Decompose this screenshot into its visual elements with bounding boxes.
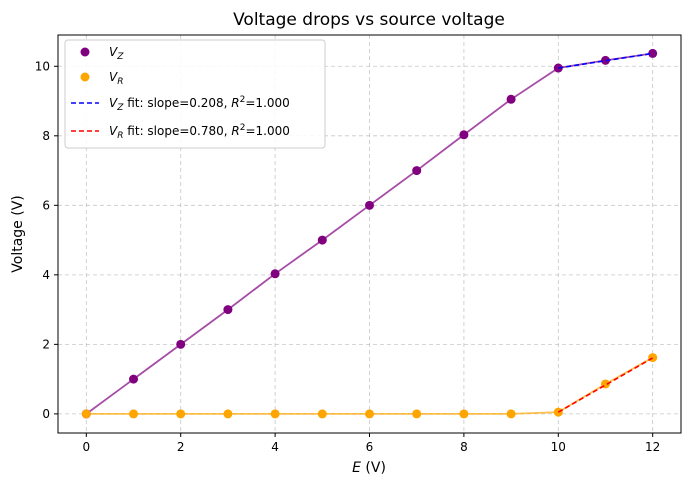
legend-marker-vr — [80, 72, 90, 82]
data-point-vz — [412, 166, 422, 176]
data-point-vz — [223, 305, 233, 315]
data-point-vz — [270, 269, 280, 279]
fit-lines — [557, 52, 654, 413]
data-point-vz — [365, 200, 374, 210]
y-tick-label: 8 — [42, 129, 50, 143]
data-point-vr — [317, 409, 327, 419]
x-tick-label: 10 — [551, 440, 566, 454]
x-tick-label: 12 — [645, 440, 660, 454]
y-tick-label: 0 — [42, 407, 50, 421]
legend-marker-vz — [80, 47, 90, 57]
legend-label-vz: VZ — [109, 45, 124, 62]
legend-label-vz-fit: VZ fit: slope=0.208, R2=1.000 — [109, 95, 290, 113]
legend: VZ VR VZ fit: slope=0.208, R2=1.000 VR f… — [64, 39, 326, 149]
x-axis-ticks: 0 2 4 6 8 10 12 — [82, 433, 660, 454]
data-point-vz — [129, 374, 139, 384]
y-tick-label: 10 — [35, 59, 50, 73]
data-point-vr — [459, 409, 469, 419]
x-tick-label: 2 — [177, 440, 185, 454]
data-point-vr — [412, 409, 422, 419]
y-axis-label: Voltage (V) — [10, 195, 26, 272]
data-point-vz — [459, 130, 469, 140]
data-point-vr — [648, 353, 658, 363]
legend-box — [64, 39, 326, 149]
legend-label-vr: VR — [109, 70, 123, 87]
data-point-vz — [600, 55, 610, 65]
y-tick-label: 6 — [42, 198, 50, 212]
data-point-vr — [270, 409, 280, 419]
legend-label-vr-fit: VR fit: slope=0.780, R2=1.000 — [109, 123, 290, 141]
x-tick-label: 6 — [366, 440, 374, 454]
data-point-vr — [129, 409, 139, 419]
data-point-vr — [81, 409, 91, 419]
data-point-vz — [648, 48, 658, 58]
data-point-vr — [506, 409, 516, 419]
x-axis-label: E (V) — [352, 460, 386, 476]
data-point-vr — [176, 409, 186, 419]
x-tick-label: 4 — [271, 440, 279, 454]
data-point-vr — [223, 409, 233, 419]
data-point-vz — [317, 235, 327, 245]
y-tick-label: 4 — [42, 268, 50, 282]
data-point-vz — [506, 94, 516, 104]
y-axis-ticks: 0 2 4 6 8 10 — [35, 59, 58, 421]
x-tick-label: 0 — [82, 440, 90, 454]
data-point-vz — [176, 339, 186, 349]
chart-title: Voltage drops vs source voltage — [233, 10, 505, 30]
x-tick-label: 8 — [460, 440, 468, 454]
fit-line-vr — [557, 357, 654, 413]
y-tick-label: 2 — [42, 337, 50, 351]
data-point-vr — [365, 409, 374, 419]
